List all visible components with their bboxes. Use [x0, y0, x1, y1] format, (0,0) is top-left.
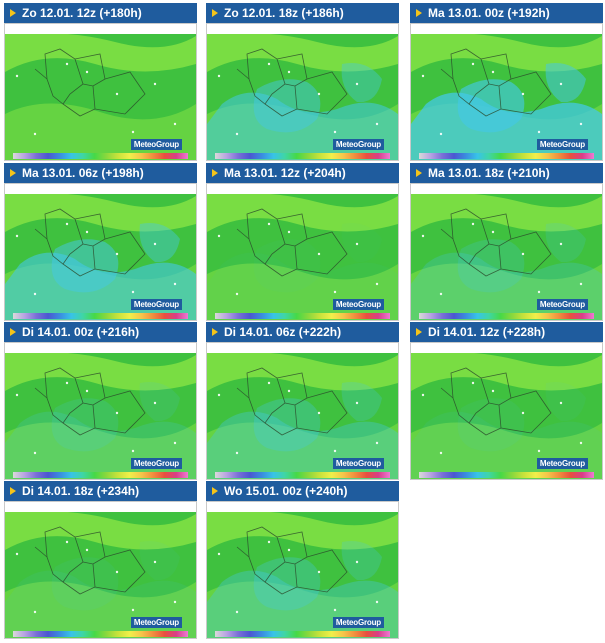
color-scale [419, 153, 594, 159]
forecast-tile: Ma 13.01. 12z (+204h) MeteoGroup [206, 163, 399, 321]
brand-logo: MeteoGroup [130, 299, 182, 310]
temperature-map[interactable]: MeteoGroup [410, 23, 603, 161]
temperature-map[interactable]: MeteoGroup [4, 23, 197, 161]
temperature-map[interactable]: MeteoGroup [4, 342, 197, 480]
forecast-label: Ma 13.01. 12z (+204h) [224, 166, 346, 180]
forecast-tile: Ma 13.01. 18z (+210h) MeteoGroup [410, 163, 603, 321]
forecast-tab[interactable]: Ma 13.01. 12z (+204h) [206, 163, 399, 183]
forecast-label: Di 14.01. 06z (+222h) [224, 325, 342, 339]
color-scale [215, 153, 390, 159]
forecast-tab[interactable]: Ma 13.01. 00z (+192h) [410, 3, 603, 23]
temperature-map[interactable]: MeteoGroup [410, 183, 603, 321]
color-scale [419, 472, 594, 478]
temperature-map[interactable]: MeteoGroup [4, 501, 197, 639]
arrow-right-icon [212, 328, 218, 336]
forecast-label: Di 14.01. 00z (+216h) [22, 325, 140, 339]
map-title-strip [207, 184, 398, 194]
brand-logo: MeteoGroup [536, 299, 588, 310]
forecast-tile: Di 14.01. 12z (+228h) MeteoGroup [410, 322, 603, 480]
brand-logo: MeteoGroup [130, 139, 182, 150]
arrow-right-icon [10, 9, 16, 17]
forecast-tab[interactable]: Di 14.01. 00z (+216h) [4, 322, 197, 342]
arrow-right-icon [416, 328, 422, 336]
forecast-label: Ma 13.01. 06z (+198h) [22, 166, 144, 180]
temperature-map[interactable]: MeteoGroup [206, 342, 399, 480]
brand-logo: MeteoGroup [130, 617, 182, 628]
temperature-map[interactable]: MeteoGroup [206, 501, 399, 639]
arrow-right-icon [212, 487, 218, 495]
map-title-strip [207, 502, 398, 512]
forecast-tab[interactable]: Zo 12.01. 12z (+180h) [4, 3, 197, 23]
forecast-tab[interactable]: Wo 15.01. 00z (+240h) [206, 481, 399, 501]
map-title-strip [5, 24, 196, 34]
map-title-strip [207, 24, 398, 34]
forecast-tile: Zo 12.01. 12z (+180h) MeteoGroup [4, 3, 197, 161]
brand-logo: MeteoGroup [536, 139, 588, 150]
color-scale [419, 313, 594, 319]
forecast-tile: Di 14.01. 18z (+234h) MeteoGroup [4, 481, 197, 639]
arrow-right-icon [10, 328, 16, 336]
forecast-tile: Di 14.01. 00z (+216h) MeteoGroup [4, 322, 197, 480]
temperature-map[interactable]: MeteoGroup [410, 342, 603, 480]
color-scale [215, 631, 390, 637]
map-title-strip [411, 343, 602, 353]
map-title-strip [5, 184, 196, 194]
arrow-right-icon [212, 169, 218, 177]
forecast-tile: Ma 13.01. 06z (+198h) MeteoGroup [4, 163, 197, 321]
temperature-map[interactable]: MeteoGroup [4, 183, 197, 321]
forecast-label: Di 14.01. 18z (+234h) [22, 484, 140, 498]
map-title-strip [411, 184, 602, 194]
forecast-tab[interactable]: Di 14.01. 12z (+228h) [410, 322, 603, 342]
color-scale [215, 472, 390, 478]
forecast-tab[interactable]: Di 14.01. 06z (+222h) [206, 322, 399, 342]
forecast-label: Ma 13.01. 18z (+210h) [428, 166, 550, 180]
map-title-strip [5, 502, 196, 512]
forecast-label: Wo 15.01. 00z (+240h) [224, 484, 348, 498]
color-scale [13, 472, 188, 478]
arrow-right-icon [212, 9, 218, 17]
forecast-tile: Wo 15.01. 00z (+240h) MeteoGroup [206, 481, 399, 639]
color-scale [13, 631, 188, 637]
forecast-label: Ma 13.01. 00z (+192h) [428, 6, 550, 20]
forecast-tab[interactable]: Zo 12.01. 18z (+186h) [206, 3, 399, 23]
brand-logo: MeteoGroup [536, 458, 588, 469]
color-scale [13, 153, 188, 159]
arrow-right-icon [10, 169, 16, 177]
brand-logo: MeteoGroup [332, 458, 384, 469]
forecast-label: Zo 12.01. 12z (+180h) [22, 6, 142, 20]
forecast-tab[interactable]: Di 14.01. 18z (+234h) [4, 481, 197, 501]
temperature-map[interactable]: MeteoGroup [206, 23, 399, 161]
map-title-strip [207, 343, 398, 353]
forecast-tab[interactable]: Ma 13.01. 18z (+210h) [410, 163, 603, 183]
brand-logo: MeteoGroup [332, 299, 384, 310]
forecast-tile: Ma 13.01. 00z (+192h) MeteoGroup [410, 3, 603, 161]
arrow-right-icon [10, 487, 16, 495]
brand-logo: MeteoGroup [332, 139, 384, 150]
forecast-tile: Di 14.01. 06z (+222h) MeteoGroup [206, 322, 399, 480]
arrow-right-icon [416, 169, 422, 177]
map-title-strip [5, 343, 196, 353]
brand-logo: MeteoGroup [130, 458, 182, 469]
forecast-tab[interactable]: Ma 13.01. 06z (+198h) [4, 163, 197, 183]
brand-logo: MeteoGroup [332, 617, 384, 628]
color-scale [13, 313, 188, 319]
forecast-label: Di 14.01. 12z (+228h) [428, 325, 546, 339]
forecast-tile: Zo 12.01. 18z (+186h) MeteoGroup [206, 3, 399, 161]
forecast-label: Zo 12.01. 18z (+186h) [224, 6, 344, 20]
arrow-right-icon [416, 9, 422, 17]
map-title-strip [411, 24, 602, 34]
temperature-map[interactable]: MeteoGroup [206, 183, 399, 321]
color-scale [215, 313, 390, 319]
